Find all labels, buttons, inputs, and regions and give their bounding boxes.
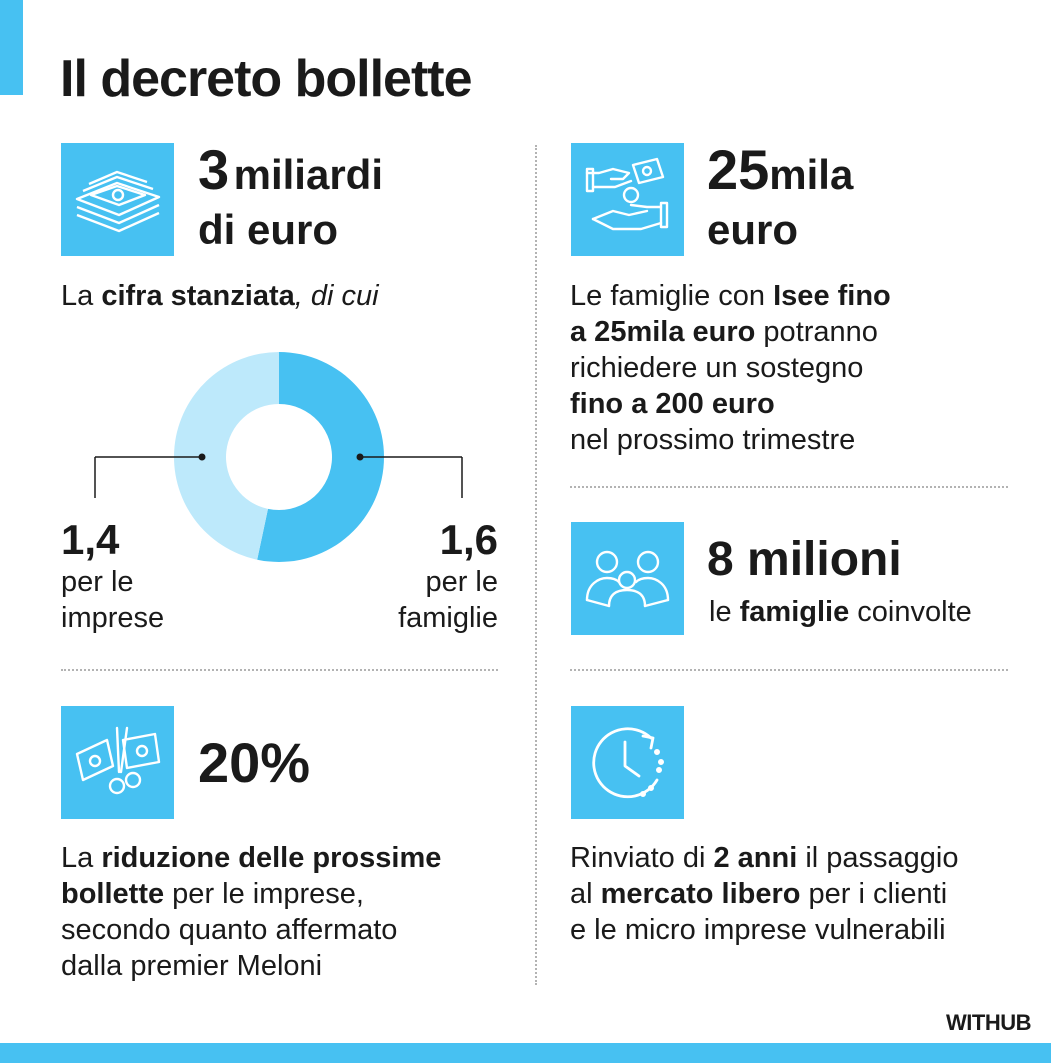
scissors-bill-icon xyxy=(61,706,174,819)
donut-left-value: 1,4 xyxy=(61,516,120,563)
donut-label-left: 1,4 per le imprese xyxy=(61,516,164,636)
funds-description: La cifra stanziata, di cui xyxy=(61,280,379,312)
divider-right-1 xyxy=(570,486,1008,488)
right-leader-dot xyxy=(356,453,364,461)
isee-description: Le famiglie con Isee fino a 25mila euro … xyxy=(570,280,891,456)
isee-line2: euro xyxy=(707,206,799,253)
donut-slice-imprese xyxy=(173,352,279,560)
reduction-number: 20% xyxy=(198,731,311,794)
deferral-description: Rinviato di 2 anni il passaggio al merca… xyxy=(570,842,959,946)
donut-slice-famiglie xyxy=(257,352,384,562)
banknotes-icon xyxy=(61,143,174,256)
accent-bar-bottom xyxy=(0,1043,1051,1063)
donut-right-line1: per le xyxy=(425,566,498,598)
family-icon xyxy=(571,522,684,635)
reduction-description: La riduzione delle prossime bollette per… xyxy=(61,842,442,982)
funds-line2: di euro xyxy=(198,206,339,253)
funds-number: 3 xyxy=(198,138,230,201)
donut-left-line1: per le xyxy=(61,566,134,598)
page-title: Il decreto bollette xyxy=(60,50,473,108)
families-description: le famiglie coinvolte xyxy=(709,596,972,628)
donut-right-line2: famiglie xyxy=(398,602,498,634)
funds-headline: 3 miliardi xyxy=(198,140,383,215)
families-number: 8 milioni xyxy=(707,533,902,586)
isee-number: 25 xyxy=(707,138,770,201)
divider-right-2 xyxy=(570,669,1008,671)
divider-vertical xyxy=(535,145,537,985)
clock-icon xyxy=(571,706,684,819)
isee-headline: 25mila xyxy=(707,140,853,215)
left-leader-dot xyxy=(198,453,206,461)
donut-left-line2: imprese xyxy=(61,602,165,634)
donut-chart xyxy=(94,352,463,562)
funds-unit: miliardi xyxy=(233,151,383,198)
divider-left xyxy=(61,669,498,671)
hands-money-icon xyxy=(571,143,684,256)
accent-bar-top xyxy=(0,0,23,95)
isee-unit: mila xyxy=(769,151,854,198)
brand-logo: WITHUB xyxy=(946,1010,1031,1035)
donut-label-right: 1,6 per le famiglie xyxy=(398,516,498,636)
donut-right-value: 1,6 xyxy=(439,516,498,563)
